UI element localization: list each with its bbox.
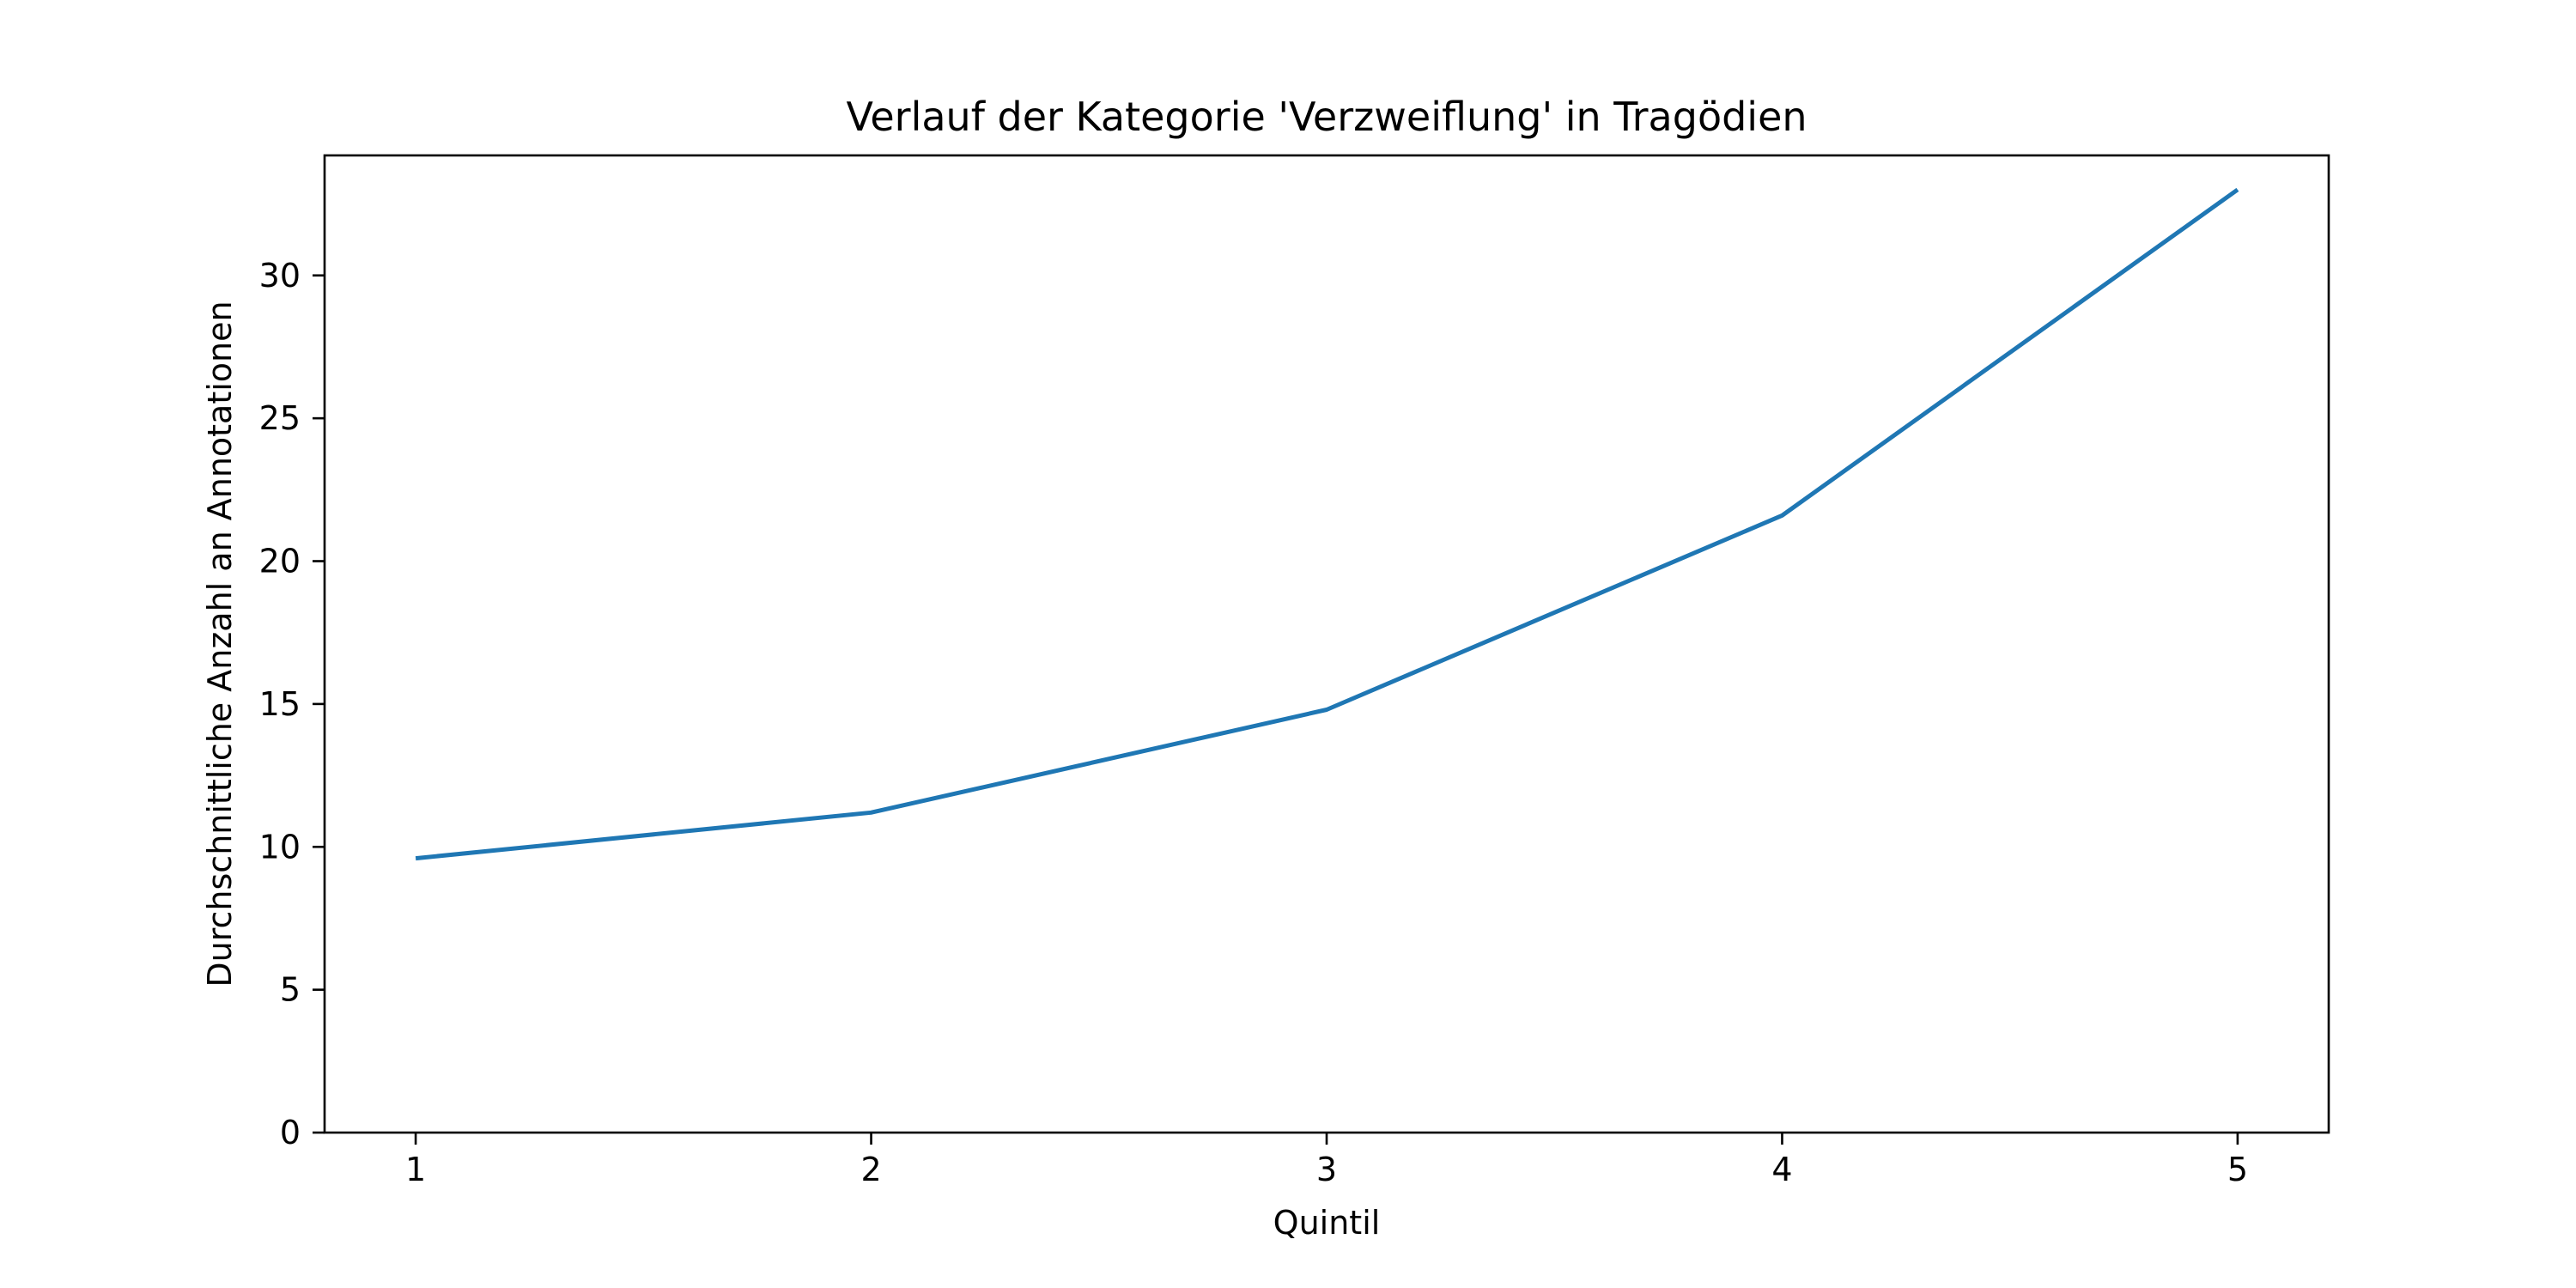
x-tick-label: 3 [1316,1151,1337,1188]
y-tick-label: 0 [280,1114,301,1151]
series-layer [415,187,2239,861]
plot-area [323,154,2330,1134]
axes-frame [323,154,2330,1134]
series-line [415,187,2239,861]
y-tick-label: 20 [259,543,301,580]
x-axis-title: Quintil [1273,1204,1381,1242]
x-tick-label: 5 [2227,1151,2248,1188]
x-tick-label: 1 [405,1151,426,1188]
y-tick-label: 30 [259,257,301,295]
x-tick-label: 2 [860,1151,881,1188]
x-tick-label: 4 [1771,1151,1792,1188]
x-axis: 1 2 3 4 5 [405,1133,2248,1188]
y-axis-title: Durchschnittliche Anzahl an Annotationen [201,301,239,987]
y-tick-label: 15 [259,685,301,723]
y-tick-label: 25 [259,399,301,437]
y-tick-label: 10 [259,828,301,866]
y-tick-label: 5 [280,971,301,1009]
y-axis: 0 5 10 15 20 25 30 [259,257,325,1151]
chart-title: Verlauf der Kategorie 'Verzweiflung' in … [846,94,1807,140]
